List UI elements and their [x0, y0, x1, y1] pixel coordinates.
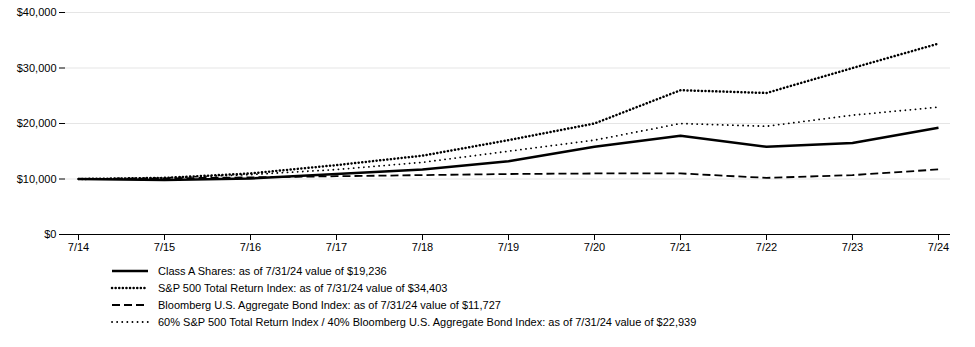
svg-text:$30,000: $30,000 — [17, 62, 57, 74]
svg-text:7/15: 7/15 — [154, 241, 175, 253]
html-text:S&P 500 Total Return Index: as: S&P 500 Total Return Index: as of 7/31/2… — [158, 281, 448, 294]
html-text:Class A Shares: as of 7/31/24: Class A Shares: as of 7/31/24 value of $… — [158, 264, 387, 277]
svg-text:7/20: 7/20 — [584, 241, 605, 253]
svg-text:7/14: 7/14 — [68, 241, 89, 253]
svg-text:7/23: 7/23 — [842, 241, 863, 253]
svg-text:7/19: 7/19 — [498, 241, 519, 253]
svg-text:$0: $0 — [44, 228, 56, 240]
svg-text:7/17: 7/17 — [326, 241, 347, 253]
html-text:Bloomberg U.S. Aggregate Bond: Bloomberg U.S. Aggregate Bond Index: as … — [158, 298, 501, 311]
svg-text:7/22: 7/22 — [756, 241, 777, 253]
svg-text:$10,000: $10,000 — [17, 173, 57, 185]
html-text:60% S&P 500 Total Return Index: 60% S&P 500 Total Return Index / 40% Blo… — [158, 315, 697, 328]
svg-text:$20,000: $20,000 — [17, 117, 57, 129]
svg-text:7/21: 7/21 — [670, 241, 691, 253]
svg-text:$40,000: $40,000 — [17, 6, 57, 18]
svg-text:7/24: 7/24 — [928, 241, 949, 253]
svg-text:7/16: 7/16 — [240, 241, 261, 253]
svg-text:7/18: 7/18 — [412, 241, 433, 253]
